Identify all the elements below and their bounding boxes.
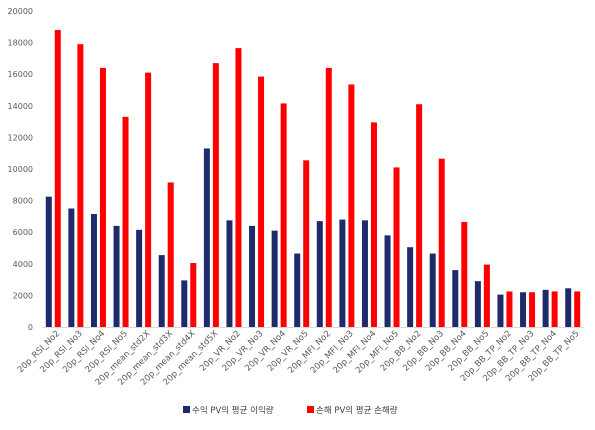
bar-loss <box>551 291 558 327</box>
bar-loss <box>370 122 377 327</box>
y-axis-tick-labels: 0 2000 4000 6000 8000 10000 12000 14000 16000 180… <box>8 7 33 332</box>
x-axis-tick-labels: 20p_RSI_No220p_RSI_No320p_RSI_No420p_RSI… <box>16 329 582 388</box>
bar-profit <box>158 255 165 327</box>
bar-profit <box>136 229 143 327</box>
y-tick-label: 6000 <box>13 228 33 237</box>
bar-profit <box>339 219 346 327</box>
y-tick-label: 18000 <box>8 39 33 48</box>
y-tick-label: 2000 <box>13 291 33 300</box>
bar-loss <box>438 158 445 327</box>
y-tick-label: 10000 <box>8 165 33 174</box>
bar-profit <box>497 294 504 327</box>
bar-loss <box>77 44 84 328</box>
bar-profit <box>407 247 414 327</box>
bar-loss <box>461 221 468 327</box>
bar-profit <box>452 270 459 327</box>
bar-loss <box>393 167 400 327</box>
bar-loss <box>167 182 174 327</box>
bar-loss <box>190 263 197 327</box>
y-tick-label: 14000 <box>8 102 33 111</box>
y-tick-label: 16000 <box>8 70 33 79</box>
legend-swatch-profit <box>183 406 190 413</box>
bar-profit <box>542 289 549 327</box>
bar-loss <box>54 29 61 328</box>
bar-loss <box>235 48 242 327</box>
bar-loss <box>529 292 536 327</box>
legend: 수익 PV의 평균 이익량 손해 PV의 평균 손해량 <box>183 405 398 416</box>
bar-profit <box>294 253 301 327</box>
legend-label-loss: 손해 PV의 평균 손해량 <box>316 405 398 416</box>
bar-loss <box>212 63 219 327</box>
bar-loss <box>280 103 287 328</box>
bar-loss <box>416 104 423 327</box>
legend-swatch-loss <box>307 406 314 413</box>
bar-loss <box>348 84 355 327</box>
y-tick-label: 4000 <box>13 260 33 269</box>
bar-profit <box>249 225 256 327</box>
bar-profit <box>68 208 75 327</box>
bar-profit <box>565 288 572 327</box>
legend-label-profit: 수익 PV의 평균 이익량 <box>192 405 274 416</box>
bar-loss <box>99 67 106 327</box>
bar-loss <box>325 67 332 327</box>
bar-profit <box>45 196 52 327</box>
bar-loss <box>303 160 310 327</box>
bar-loss <box>483 264 490 327</box>
bar-profit <box>181 280 188 327</box>
bar-profit <box>113 225 120 327</box>
bar-profit <box>203 148 210 327</box>
bars <box>45 29 581 328</box>
bar-profit <box>520 292 527 327</box>
bar-profit <box>384 235 391 327</box>
y-tick-label: 12000 <box>8 133 33 142</box>
bar-loss <box>506 291 513 327</box>
bar-profit <box>90 214 97 327</box>
bar-loss <box>122 116 129 327</box>
bar-profit <box>316 221 323 327</box>
bar-profit <box>226 220 233 327</box>
bar-loss <box>145 72 152 328</box>
bar-profit <box>271 230 278 327</box>
y-tick-label: 20000 <box>8 7 33 16</box>
bar-loss <box>258 76 265 327</box>
bar-loss <box>574 291 581 327</box>
bar-profit <box>429 253 436 327</box>
bar-profit <box>474 281 481 327</box>
y-tick-label: 0 <box>28 323 33 332</box>
bar-profit <box>361 220 368 327</box>
y-tick-label: 8000 <box>13 197 33 206</box>
